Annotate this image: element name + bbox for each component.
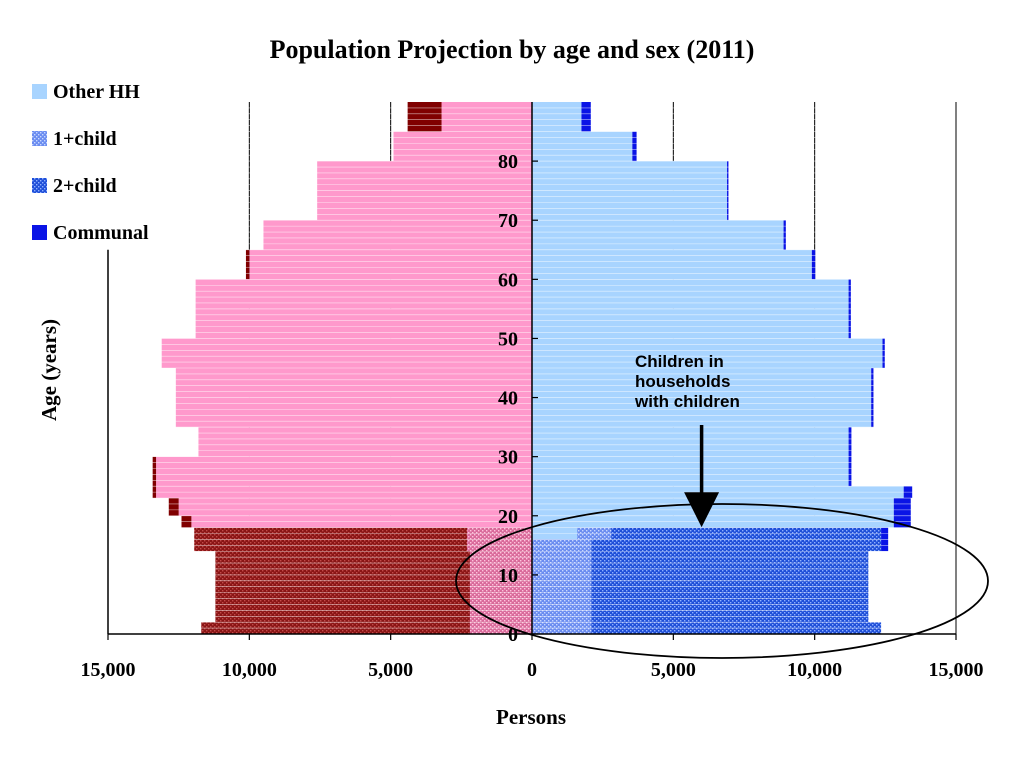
bar-male-communal — [848, 308, 851, 339]
bar-female-other-hh — [156, 456, 532, 487]
y-tick-label: 10 — [498, 565, 518, 587]
bar-male-1plus-child — [532, 580, 592, 611]
bar-male-other-hh — [532, 220, 784, 250]
bar-male-communal — [871, 397, 874, 428]
legend-swatch — [32, 178, 47, 193]
annotation-text: Children in — [635, 352, 724, 371]
bar-male-communal — [871, 368, 874, 398]
y-tick-labels: 0 10 20 30 40 50 60 70 80 — [498, 151, 518, 646]
bar-male-communal — [727, 190, 729, 221]
y-tick-label: 40 — [498, 388, 518, 410]
legend-swatch — [32, 84, 47, 99]
annotation-text: households — [635, 372, 730, 391]
bar-male-communal — [783, 220, 786, 250]
bar-male-other-hh — [532, 161, 728, 191]
bar-female-other-hh — [195, 308, 533, 339]
chart-title: Population Projection by age and sex (20… — [270, 35, 755, 64]
y-tick-label: 50 — [498, 328, 518, 350]
legend: Other HH 1+child 2+child Communal — [32, 81, 149, 244]
annotation-ellipse — [455, 503, 989, 659]
bar-female-other-hh — [195, 279, 533, 309]
bar-male-communal — [848, 456, 852, 487]
bar-male-communal — [811, 249, 816, 280]
bar-male-other-hh — [532, 397, 872, 428]
legend-label: 2+child — [53, 175, 117, 197]
bar-male-communal — [727, 161, 729, 191]
bar-male-communal — [581, 102, 591, 132]
y-tick-label: 0 — [508, 624, 518, 646]
x-tick-label: 15,000 — [81, 659, 136, 681]
bar-female-other-hh — [175, 397, 532, 428]
bar-male-other-hh — [532, 308, 849, 339]
bar-female-other-hh — [317, 190, 532, 221]
bar-female-other-hh — [393, 131, 532, 162]
legend-swatch — [32, 131, 47, 146]
bar-female-other-hh — [175, 368, 532, 398]
legend-label: Communal — [53, 222, 149, 244]
bar-female-communal — [152, 456, 157, 487]
y-tick-label: 70 — [498, 210, 518, 232]
bar-male-other-hh — [532, 102, 582, 132]
male-bars — [532, 102, 913, 634]
bar-female-1plus-child — [469, 580, 532, 611]
bar-male-other-hh — [532, 338, 883, 368]
bar-female-other-hh — [263, 220, 532, 250]
bar-male-1plus-child — [532, 551, 592, 581]
bar-male-communal — [848, 427, 852, 457]
y-axis-label: Age (years) — [37, 319, 61, 421]
legend-label: 1+child — [53, 128, 117, 150]
bar-female-other-hh — [317, 161, 532, 191]
x-axis-label: Persons — [496, 705, 566, 729]
y-tick-label: 80 — [498, 151, 518, 173]
x-tick-label: 0 — [527, 659, 537, 681]
bar-male-communal — [632, 131, 637, 162]
x-tick-label: 15,000 — [929, 659, 984, 681]
bar-female-other-hh — [178, 498, 532, 516]
bar-male-other-hh — [532, 279, 849, 309]
y-tick-label: 20 — [498, 506, 518, 528]
x-tick-label: 10,000 — [787, 659, 842, 681]
bar-male-other-hh — [532, 131, 633, 162]
bar-female-other-hh — [441, 102, 532, 132]
bar-male-2plus-child — [591, 580, 869, 611]
bar-male-other-hh — [532, 427, 849, 457]
y-tick-label: 60 — [498, 269, 518, 291]
bar-female-other-hh — [198, 427, 532, 457]
bar-female-communal — [245, 249, 250, 280]
bar-female-other-hh — [249, 249, 533, 280]
bar-female-communal — [407, 102, 442, 132]
bar-male-other-hh — [532, 498, 894, 516]
bar-male-communal — [882, 338, 885, 368]
bar-male-other-hh — [532, 456, 849, 487]
y-tick-label: 30 — [498, 447, 518, 469]
x-tick-labels: 15,000 10,000 5,000 0 5,000 10,000 15,000 — [81, 659, 984, 681]
annotation-text: with children — [634, 392, 740, 411]
legend-swatch — [32, 225, 47, 240]
bar-male-communal — [893, 498, 911, 516]
x-tick-label: 10,000 — [222, 659, 277, 681]
legend-label: Other HH — [53, 81, 140, 103]
x-tick-label: 5,000 — [651, 659, 696, 681]
bar-male-other-hh — [532, 190, 728, 221]
bar-female-other-hh — [161, 338, 532, 368]
bar-male-communal — [848, 279, 851, 309]
bar-female-communal — [168, 498, 179, 516]
bar-male-other-hh — [532, 368, 872, 398]
bar-male-other-hh — [532, 249, 812, 280]
bar-male-2plus-child — [591, 551, 869, 581]
bar-female-1plus-child — [469, 551, 532, 581]
x-tick-label: 5,000 — [368, 659, 413, 681]
